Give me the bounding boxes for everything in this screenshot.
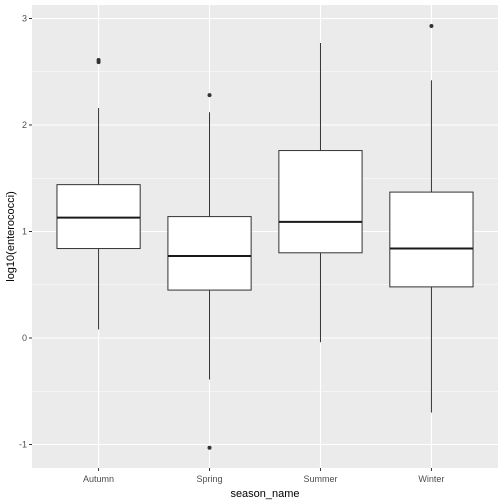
- y-tick-label: 1: [22, 227, 27, 237]
- x-tick-label: Autumn: [83, 474, 114, 484]
- box-iqr: [167, 216, 252, 291]
- y-axis-title: log10(enterococci): [5, 191, 17, 282]
- outlier-point: [96, 58, 101, 63]
- box-iqr: [389, 191, 474, 288]
- box-group-winter: [389, 23, 474, 413]
- y-tick-label: 3: [22, 14, 27, 24]
- box-group-summer: [278, 42, 363, 343]
- x-tick-label: Winter: [418, 474, 444, 484]
- x-tick-label: Spring: [197, 474, 223, 484]
- y-tick-label: 2: [22, 120, 27, 130]
- y-axis-ticks: -1 0 1 2 3: [19, 14, 32, 450]
- outlier-point: [207, 445, 212, 450]
- box-iqr: [278, 150, 363, 254]
- x-axis-title: season_name: [230, 488, 299, 500]
- y-tick-label: 0: [22, 333, 27, 343]
- outlier-point: [429, 23, 434, 28]
- x-axis-ticks: Autumn Spring Summer Winter: [83, 468, 444, 484]
- box-marks: [56, 23, 474, 450]
- y-tick-label: -1: [19, 440, 27, 450]
- box-group-autumn: [56, 58, 141, 330]
- grid-minor: [32, 71, 498, 392]
- outlier-point: [207, 93, 212, 98]
- box-iqr: [56, 184, 141, 250]
- x-tick-label: Summer: [303, 474, 337, 484]
- box-group-spring: [167, 93, 252, 450]
